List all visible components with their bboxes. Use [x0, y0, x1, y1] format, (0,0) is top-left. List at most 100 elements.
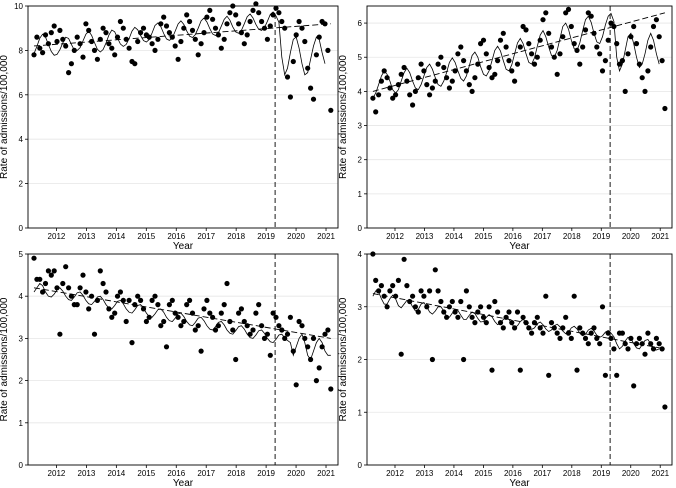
data-point — [370, 251, 376, 257]
data-point — [149, 41, 155, 47]
data-point — [662, 404, 668, 410]
data-point — [37, 45, 43, 51]
data-point — [80, 272, 86, 278]
data-point — [461, 356, 467, 363]
data-point — [489, 367, 495, 373]
data-point — [253, 1, 259, 7]
data-point — [169, 34, 175, 40]
data-point — [325, 327, 331, 333]
data-point — [253, 310, 259, 316]
data-point — [648, 341, 654, 347]
data-point — [313, 52, 319, 58]
data-point — [86, 306, 92, 312]
data-point — [395, 277, 401, 283]
data-point — [138, 297, 144, 303]
data-point — [656, 34, 662, 40]
data-point — [421, 293, 427, 299]
data-point — [650, 346, 657, 352]
data-point — [42, 32, 49, 38]
data-point — [267, 23, 273, 29]
data-point — [486, 64, 492, 71]
data-point — [212, 327, 219, 333]
data-point — [574, 367, 580, 373]
x-tick-label: 2012 — [48, 232, 66, 241]
data-point — [224, 21, 230, 27]
data-point — [161, 14, 167, 20]
data-point — [163, 344, 170, 350]
data-point — [109, 314, 115, 320]
data-point — [83, 21, 89, 27]
data-point — [421, 68, 427, 74]
data-point — [619, 330, 626, 336]
trend-line — [33, 287, 331, 339]
data-point — [132, 302, 138, 308]
data-point — [140, 25, 147, 31]
data-point — [264, 36, 270, 42]
data-point — [233, 12, 239, 18]
data-point — [100, 280, 106, 287]
data-point — [66, 285, 72, 291]
data-point — [66, 70, 72, 76]
data-point — [571, 41, 577, 47]
data-point — [378, 283, 384, 289]
data-point — [463, 68, 469, 74]
data-point — [290, 58, 296, 65]
y-axis-title: Rate of admissions/100,000 — [0, 297, 10, 421]
data-point — [517, 367, 523, 373]
data-point — [427, 288, 433, 294]
data-point — [247, 331, 253, 337]
data-point — [221, 36, 227, 42]
x-tick-label: 2016 — [504, 232, 522, 241]
data-point — [45, 41, 52, 47]
trend-line — [372, 293, 665, 350]
data-point — [117, 289, 123, 295]
chart-panel-2: 0 1 2 3 4 5 6 2012 2013 2014 2015 2016 2017 2018 2019 2… — [338, 5, 673, 252]
data-point — [123, 36, 129, 42]
y-tick-label: 3 — [19, 334, 24, 343]
data-point — [398, 351, 404, 357]
data-point — [195, 323, 201, 329]
data-point — [472, 75, 478, 81]
y-tick-label: 6 — [19, 91, 24, 100]
data-point — [492, 298, 498, 305]
data-point — [238, 29, 244, 36]
data-point — [31, 52, 37, 58]
data-point — [236, 21, 242, 27]
data-point — [500, 30, 506, 36]
data-point — [299, 25, 305, 31]
data-point — [181, 318, 187, 325]
data-point — [616, 61, 623, 67]
data-point — [68, 293, 74, 299]
data-point — [611, 346, 617, 352]
data-point — [74, 302, 80, 308]
data-point — [198, 41, 204, 47]
data-point — [495, 309, 501, 315]
data-point — [328, 107, 334, 113]
chart-panel-1: 0 2 4 6 8 10 2012 2013 2014 2015 2016 2017 2018 2019 2… — [0, 1, 339, 252]
plot-frame — [27, 253, 339, 466]
x-tick-label: 2013 — [416, 232, 434, 241]
y-tick-label: 5 — [19, 250, 24, 259]
data-point — [250, 327, 256, 333]
y-tick-label: 8 — [19, 46, 24, 55]
data-point — [446, 85, 452, 91]
data-point — [429, 356, 435, 363]
data-point — [259, 18, 265, 25]
data-point — [37, 276, 43, 282]
data-point — [500, 325, 506, 331]
x-tick-label: 2019 — [592, 232, 610, 241]
data-point — [534, 314, 540, 320]
data-point — [577, 325, 583, 331]
data-point — [639, 341, 645, 347]
data-point — [178, 38, 184, 45]
x-tick-label: 2018 — [227, 232, 245, 241]
data-point — [506, 58, 512, 64]
y-tick-label: 4 — [358, 250, 363, 259]
data-point — [469, 88, 475, 94]
data-point — [175, 314, 181, 320]
y-tick-label: 1 — [358, 408, 363, 417]
y-tick-label: 6 — [358, 19, 363, 28]
data-point — [602, 372, 609, 378]
data-point — [287, 94, 293, 100]
data-point — [279, 327, 285, 333]
